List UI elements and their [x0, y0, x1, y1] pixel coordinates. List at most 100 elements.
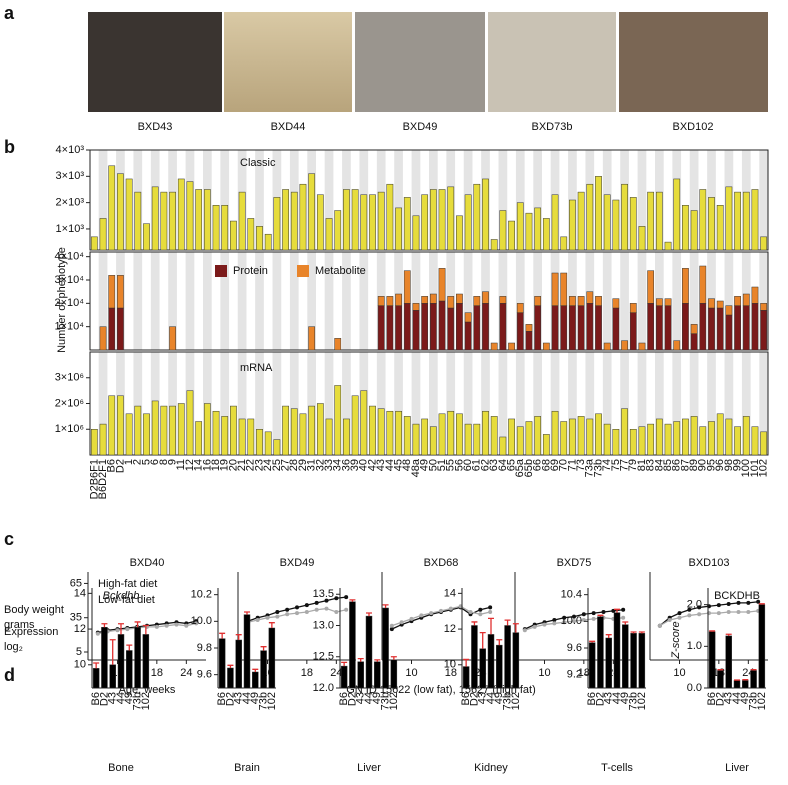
stripe: [515, 252, 525, 350]
x-tick-label: 42: [366, 459, 378, 471]
photo-label: BXD73b: [532, 121, 573, 133]
y-tick-label: 35: [70, 612, 82, 624]
y-tick-label: 2×10⁶: [55, 397, 84, 409]
bar-segment: [690, 324, 698, 334]
bar: [612, 429, 620, 456]
bar-segment: [395, 293, 402, 306]
stripe: [220, 252, 230, 350]
stripe: [342, 252, 351, 350]
bar: [605, 637, 612, 689]
chart: 1×10⁴ 2×10⁴ 3×10⁴ 4×10⁴ Protein Metabolite Num…: [54, 247, 769, 353]
bar-segment: [516, 312, 524, 351]
point: [667, 618, 672, 622]
bar: [260, 650, 267, 689]
bar-segment: [447, 307, 455, 351]
stripe: [255, 150, 264, 250]
error-bar: [496, 639, 503, 646]
bar: [247, 418, 255, 456]
bar: [386, 183, 394, 251]
bar: [386, 410, 394, 456]
x-tick-label: 43: [603, 692, 615, 704]
x-axis-label: T-cells: [601, 762, 633, 774]
error-bar: [244, 611, 250, 615]
photo: [488, 12, 616, 112]
point: [726, 602, 731, 606]
error-bar: [512, 623, 519, 633]
stripe: [185, 252, 195, 350]
error-bar: [605, 634, 612, 638]
bar: [760, 236, 768, 251]
bar: [177, 403, 185, 456]
point: [429, 611, 434, 616]
bar: [151, 186, 159, 251]
bar-segment: [438, 268, 446, 302]
panel-letter: b: [4, 137, 15, 157]
x-tick-label: 102: [140, 692, 152, 710]
bar-segment: [595, 296, 602, 306]
error-bar: [142, 624, 149, 635]
x-tick-label: 24: [180, 667, 192, 679]
bar: [438, 189, 446, 251]
bar: [125, 413, 133, 456]
x-tick-label: 45: [392, 459, 404, 471]
bar-segment: [699, 265, 707, 304]
point: [746, 600, 751, 605]
point: [488, 610, 493, 614]
x-tick-label: 23: [253, 459, 265, 471]
error-bar: [725, 633, 732, 636]
bar-segment: [577, 305, 585, 351]
chart: 1×10⁶2×10⁶3×10⁶D2B6F1B6D2F1B6D2125689111…: [55, 351, 770, 499]
point: [621, 615, 626, 620]
x-tick-label: B6: [460, 692, 472, 705]
x-tick-label: 102: [636, 692, 648, 710]
bar: [230, 405, 237, 456]
bar: [369, 405, 376, 456]
stripe: [133, 352, 143, 455]
x-tick-label: D2: [468, 692, 480, 706]
stripe: [168, 352, 177, 455]
point: [314, 607, 319, 612]
x-tick-label: 44: [611, 692, 623, 704]
stripe: [533, 150, 542, 250]
x-tick-label: 18: [210, 459, 222, 471]
bar-segment: [108, 275, 116, 309]
error-bar: [268, 622, 275, 628]
x-tick-label: 6: [149, 459, 161, 465]
x-tick-label: 95: [705, 459, 717, 471]
chart-title: BXD103: [689, 557, 730, 569]
bar-segment: [438, 300, 446, 351]
stripe: [411, 252, 421, 350]
point: [324, 606, 329, 611]
point: [591, 611, 596, 616]
point: [572, 619, 576, 624]
chart: 1×10³ 2×10³ 3×10³ 4×10³ Classic: [56, 144, 769, 251]
bar-segment: [569, 305, 576, 351]
error-bar: [349, 599, 356, 602]
x-tick-label: 66: [532, 459, 544, 471]
x-tick-label: 44: [241, 692, 253, 704]
point: [621, 607, 626, 612]
x-tick-label: 24: [262, 459, 274, 471]
x-tick-label: D2: [346, 692, 358, 706]
legend-swatch: [297, 265, 309, 277]
x-tick-label: 31: [306, 459, 318, 471]
x-tick-label: 73: [575, 459, 587, 471]
y-tick-label: 2×10³: [56, 197, 85, 209]
x-tick-label: 49: [619, 692, 631, 704]
x-tick-label: 102: [266, 692, 278, 710]
point: [716, 603, 721, 608]
y-tick-label: 1×10⁶: [55, 423, 84, 435]
bar-segment: [508, 342, 515, 351]
x-tick-label: 73b: [379, 692, 391, 710]
x-tick-label: 24: [330, 667, 342, 679]
bar: [117, 173, 124, 251]
x-tick-label: D2: [98, 692, 110, 706]
point: [184, 623, 189, 628]
stripe: [585, 352, 595, 455]
bar: [638, 426, 646, 456]
point: [746, 610, 751, 614]
chart-title: BXD40: [130, 557, 165, 569]
